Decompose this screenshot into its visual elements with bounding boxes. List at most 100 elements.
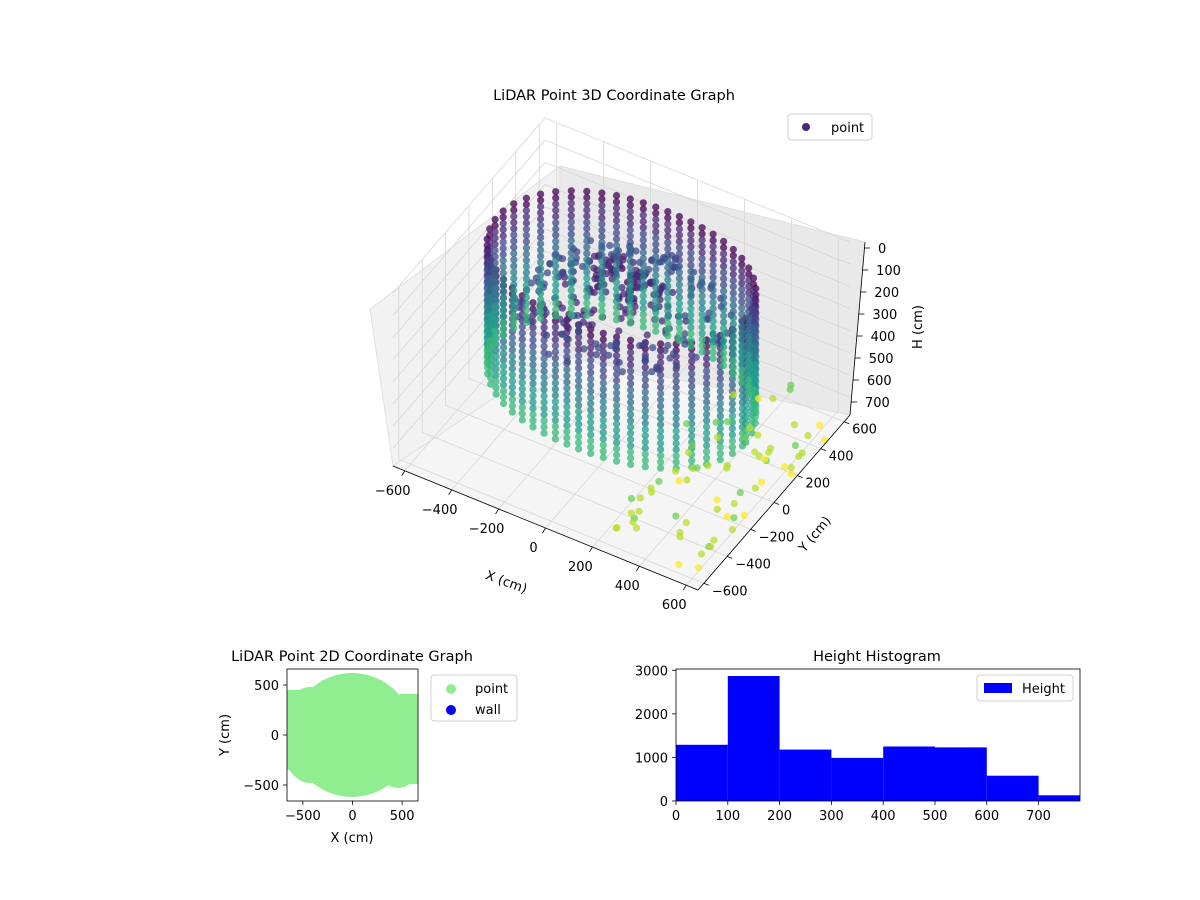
point-3d xyxy=(583,187,591,195)
point-3d xyxy=(529,324,537,332)
point-3d xyxy=(641,370,649,378)
point-3d xyxy=(510,299,518,307)
z-tick-label-3d: 300 xyxy=(872,308,897,323)
point-3d xyxy=(639,286,647,294)
point-3d xyxy=(552,275,560,283)
x-tick-label-3d: 200 xyxy=(568,560,593,575)
point-3d xyxy=(518,385,526,393)
point-3d xyxy=(575,377,583,385)
point-3d xyxy=(627,448,635,456)
point-3d xyxy=(742,413,750,421)
point-3d xyxy=(687,317,695,325)
point-3d xyxy=(522,306,531,314)
y-tick-label-3d: −600 xyxy=(712,584,748,599)
y-tick-label-3d: 400 xyxy=(829,450,854,465)
point-3d xyxy=(626,245,634,253)
point-3d xyxy=(745,276,753,284)
point-3d xyxy=(698,273,706,281)
point-3d xyxy=(703,441,711,450)
point-3d xyxy=(729,295,737,303)
point-3d xyxy=(605,351,613,359)
point-3d xyxy=(675,337,684,345)
point-3d xyxy=(627,336,635,344)
point-3d xyxy=(672,452,680,460)
point-3d xyxy=(613,451,621,459)
grid-line-z xyxy=(544,139,851,265)
point-3d xyxy=(639,273,647,281)
point-3d xyxy=(552,206,560,214)
point-3d xyxy=(626,263,634,271)
point-3d xyxy=(729,339,737,347)
point-3d xyxy=(540,429,548,437)
point-3d xyxy=(551,348,560,356)
point-3d xyxy=(683,420,691,428)
point-3d xyxy=(643,331,651,339)
point-3d xyxy=(491,296,499,304)
point-3d xyxy=(487,380,495,388)
point-3d xyxy=(486,268,494,276)
point-3d xyxy=(672,446,680,454)
y-tick-3d xyxy=(703,582,709,586)
point-3d xyxy=(745,357,753,365)
point-3d xyxy=(508,383,516,391)
point-3d xyxy=(518,329,526,337)
point-3d xyxy=(652,296,660,304)
grid-line-z xyxy=(544,161,851,287)
point-3d xyxy=(745,301,753,309)
point-3d xyxy=(672,371,680,379)
point-3d xyxy=(575,432,583,441)
point-3d xyxy=(492,390,500,398)
point-3d xyxy=(486,225,494,233)
point-3d xyxy=(687,267,695,276)
point-3d xyxy=(626,319,634,327)
point-3d xyxy=(738,329,746,337)
point-3d xyxy=(575,414,583,422)
point-3d xyxy=(745,264,753,272)
point-3d xyxy=(754,431,762,439)
point-3d xyxy=(709,336,717,344)
point-3d xyxy=(720,281,728,289)
point-3d xyxy=(745,345,753,353)
point-3d xyxy=(672,377,680,385)
point-3d xyxy=(688,401,696,409)
point-3d xyxy=(529,398,537,406)
point-3d xyxy=(613,524,621,532)
point-3d xyxy=(583,249,591,257)
point-3d xyxy=(641,340,649,348)
point-3d xyxy=(612,338,621,346)
point-3d xyxy=(626,307,634,315)
point-3d xyxy=(657,427,665,435)
point-3d xyxy=(613,432,621,440)
point-3d xyxy=(491,215,499,224)
point-3d xyxy=(703,367,711,375)
point-3d xyxy=(483,359,491,367)
point-3d xyxy=(657,396,665,404)
point-3d xyxy=(615,327,623,335)
chart-3d-title: LiDAR Point 3D Coordinate Graph xyxy=(493,88,735,104)
point-3d xyxy=(821,436,829,444)
point-3d xyxy=(716,406,724,414)
point-3d xyxy=(687,236,695,245)
point-3d xyxy=(675,324,684,332)
point-3d xyxy=(639,199,647,207)
point-3d xyxy=(720,293,728,301)
point-3d xyxy=(529,423,537,431)
point-3d xyxy=(738,335,746,343)
point-3d xyxy=(729,326,737,334)
point-3d xyxy=(522,287,531,295)
point-3d xyxy=(529,410,537,419)
point-3d xyxy=(687,336,695,344)
point-3d xyxy=(729,245,737,254)
grid-line-z xyxy=(392,206,546,382)
point-3d xyxy=(626,282,634,290)
point-3d xyxy=(537,252,545,260)
point-3d xyxy=(738,304,746,312)
point-3d xyxy=(675,275,684,283)
point-3d xyxy=(738,267,746,275)
point-3d xyxy=(492,353,500,361)
point-3d xyxy=(529,367,537,375)
point-3d xyxy=(499,313,507,321)
point-3d xyxy=(491,265,499,273)
point-3d xyxy=(522,213,531,221)
